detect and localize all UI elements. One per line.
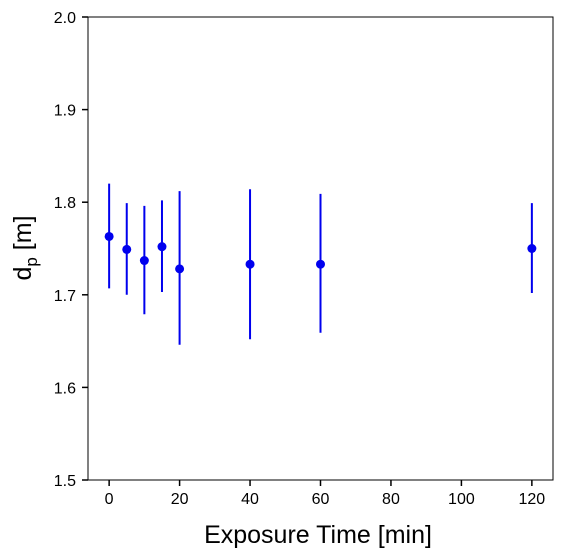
y-axis-title: dp [m] bbox=[9, 215, 41, 280]
data-point bbox=[139, 256, 149, 266]
x-axis-title: Exposure Time [min] bbox=[204, 521, 432, 549]
y-axis-title-unit: [m] bbox=[9, 215, 37, 257]
y-axis-ticks: 1.5 1.6 1.7 1.8 1.9 2.0 bbox=[54, 10, 88, 490]
y-tick-label: 1.6 bbox=[54, 380, 76, 397]
x-tick-label: 0 bbox=[105, 491, 114, 508]
x-tick-label: 20 bbox=[171, 491, 189, 508]
x-tick-label: 80 bbox=[382, 491, 400, 508]
data-points bbox=[104, 231, 537, 274]
x-tick-label: 100 bbox=[448, 491, 475, 508]
data-point bbox=[245, 259, 255, 269]
data-point bbox=[104, 231, 114, 241]
y-tick-label: 2.0 bbox=[54, 10, 76, 27]
data-point bbox=[157, 242, 167, 252]
data-point bbox=[527, 244, 537, 253]
x-axis-ticks: 0 20 40 60 80 100 120 bbox=[105, 480, 546, 508]
data-point bbox=[316, 259, 325, 269]
y-tick-label: 1.5 bbox=[54, 473, 76, 490]
y-axis-title-subscript: p bbox=[22, 257, 41, 266]
y-tick-label: 1.8 bbox=[54, 195, 76, 212]
x-tick-label: 60 bbox=[312, 491, 330, 508]
y-axis-title-main: d bbox=[9, 267, 37, 281]
y-tick-label: 1.7 bbox=[54, 288, 76, 305]
y-tick-label: 1.9 bbox=[54, 103, 76, 120]
x-tick-label: 40 bbox=[241, 491, 259, 508]
x-tick-label: 120 bbox=[519, 491, 546, 508]
data-point bbox=[122, 244, 132, 254]
data-point bbox=[175, 264, 185, 274]
